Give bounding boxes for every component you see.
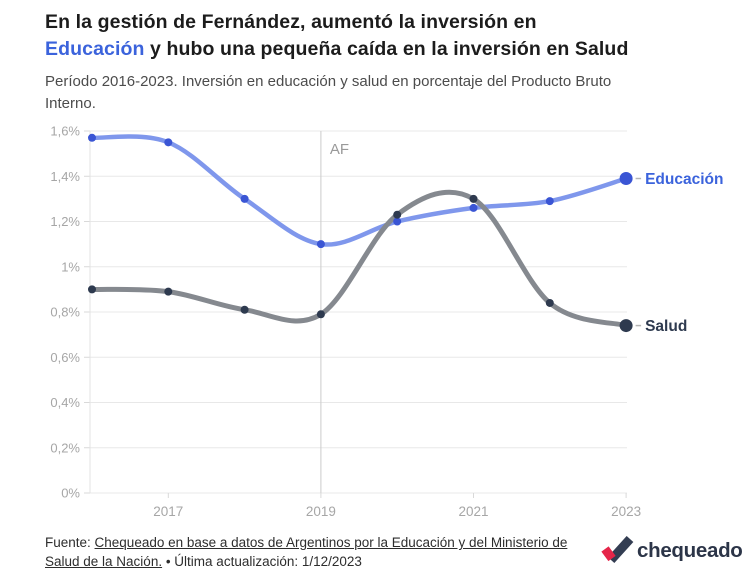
data-point [164, 138, 173, 147]
x-axis-label: 2023 [611, 504, 641, 519]
y-axis-label: 1,2% [50, 214, 80, 229]
annotation-label: AF [330, 141, 349, 158]
last-updated: • Última actualización: 1/12/2023 [162, 554, 362, 570]
data-point [316, 240, 325, 249]
subtitle-line2: Interno. [45, 94, 96, 112]
checkmark-icon [601, 536, 634, 564]
data-point [240, 305, 249, 314]
data-point [619, 319, 633, 333]
y-axis-label: 1,4% [50, 169, 80, 184]
source-text: Fuente: Chequeado en base a datos de Arg… [45, 533, 593, 571]
y-axis-label: 0,8% [50, 305, 80, 320]
x-axis-label: 2017 [153, 504, 183, 519]
title-line2: y hubo una pequeña caída en la inversión… [144, 37, 629, 60]
x-axis-label: 2021 [458, 504, 488, 519]
data-point [469, 203, 478, 212]
y-axis-label: 0% [61, 486, 80, 501]
data-point [393, 217, 402, 226]
source-prefix: Fuente: [45, 535, 95, 550]
line-chart: 0% 0,2% 0,4% 0,6% 0,8% 1% 1,2% 1,4% 1,6% 2017 2019… [50, 124, 723, 520]
series-label-salud: Salud [645, 318, 687, 335]
series-label-educacion: Educación [645, 171, 723, 188]
footer: Fuente: Chequeado en base a datos de Arg… [0, 531, 751, 578]
x-axis-label: 2019 [306, 504, 336, 519]
data-point [393, 210, 402, 219]
data-point [88, 133, 96, 142]
data-point [88, 285, 96, 294]
y-axis-label: 1,6% [50, 124, 80, 139]
y-axis-label: 1% [61, 259, 80, 274]
data-point [545, 298, 554, 307]
data-point [469, 194, 478, 203]
data-point [619, 172, 633, 186]
title-highlight: Educación [45, 37, 145, 60]
y-axis-label: 0,4% [50, 395, 80, 410]
data-point [164, 287, 173, 296]
y-axis-label: 0,6% [50, 350, 80, 365]
data-point [240, 194, 249, 203]
page-title: En la gestión de Fernández, aumentó la i… [45, 9, 725, 63]
series-line-educacion [89, 134, 629, 247]
chequeado-logo: chequeado [601, 536, 743, 565]
data-point [316, 310, 325, 319]
data-point [545, 197, 554, 206]
subtitle-line1: Período 2016-2023. Inversión en educació… [45, 73, 612, 90]
source-link[interactable]: Chequeado en base a datos de Argentinos … [45, 535, 568, 570]
chart-subtitle: Período 2016-2023. Inversión en educació… [45, 71, 725, 115]
logo-text: chequeado [637, 538, 743, 562]
y-axis-label: 0,2% [50, 440, 80, 455]
title-line1: En la gestión de Fernández, aumentó la i… [45, 11, 537, 33]
series-line-salud [89, 189, 629, 329]
